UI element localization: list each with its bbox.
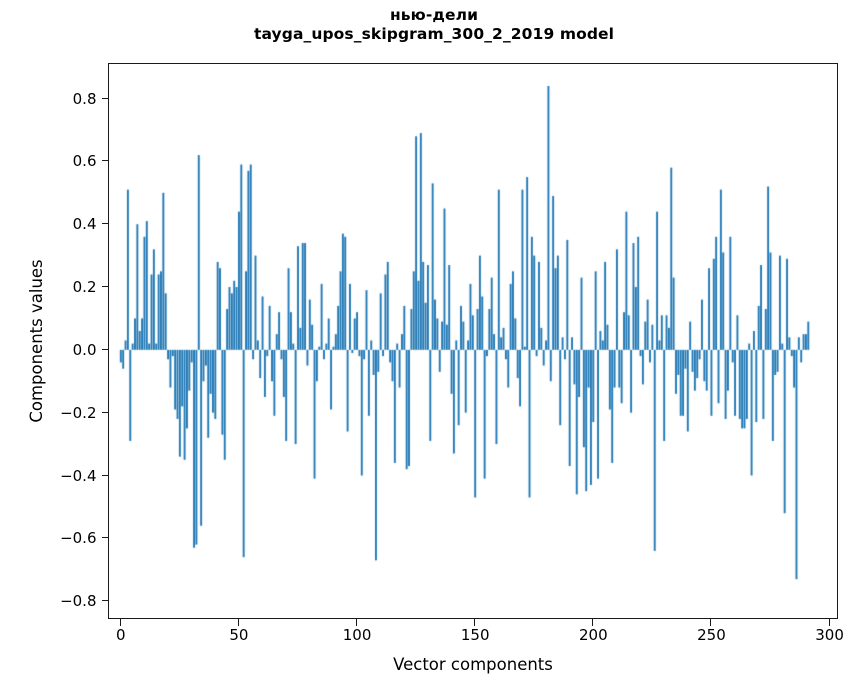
y-tick-label: 0.4 bbox=[72, 215, 97, 234]
x-tick-label: 250 bbox=[697, 626, 726, 644]
x-tick: 50 bbox=[229, 619, 248, 644]
x-tick: 0 bbox=[116, 619, 126, 644]
x-tick-label: 50 bbox=[229, 626, 249, 644]
y-tick-label: 0.8 bbox=[72, 89, 97, 108]
x-tick: 200 bbox=[579, 619, 608, 644]
bar-series-canvas bbox=[109, 64, 837, 618]
y-tick-label: 0.2 bbox=[72, 278, 97, 297]
y-tick-label: −0.8 bbox=[60, 592, 97, 611]
y-tick-label: −0.4 bbox=[60, 466, 97, 485]
chart-title-line-1: нью-дели bbox=[389, 6, 479, 24]
x-axis-label: Vector components bbox=[393, 655, 553, 674]
x-tick-label: 100 bbox=[342, 626, 372, 644]
x-tick-label: 150 bbox=[460, 626, 490, 644]
chart-title: нью-дели tayga_upos_skipgram_300_2_2019 … bbox=[39, 6, 829, 44]
y-tick-label: −0.2 bbox=[60, 403, 97, 422]
y-tick-label: 0.6 bbox=[72, 152, 97, 171]
x-tick: 250 bbox=[697, 619, 726, 644]
x-tick: 150 bbox=[461, 619, 489, 644]
chart-title-line-2: tayga_upos_skipgram_300_2_2019 model bbox=[253, 24, 615, 43]
x-tick: 100 bbox=[343, 619, 371, 644]
x-tick-label: 300 bbox=[815, 626, 844, 644]
x-tick-label: 200 bbox=[578, 626, 608, 644]
y-tick-label: −0.6 bbox=[60, 529, 97, 548]
x-tick: 300 bbox=[815, 619, 844, 644]
y-tick-label: 0.0 bbox=[72, 340, 97, 359]
y-axis-label: Components values bbox=[27, 259, 46, 423]
x-tick-label: 0 bbox=[116, 626, 126, 644]
plot-area bbox=[108, 63, 838, 619]
